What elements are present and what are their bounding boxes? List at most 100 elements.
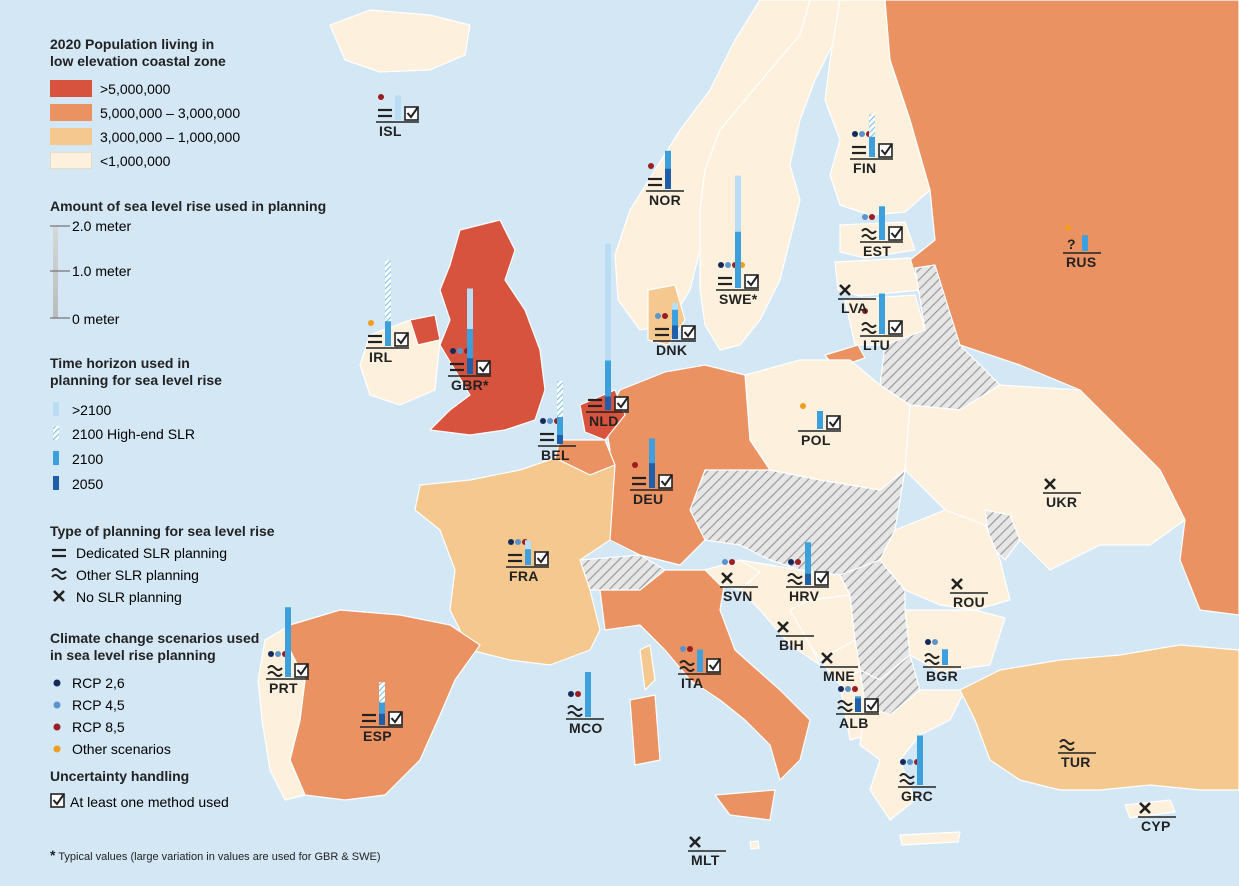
- wave-icon-line: [267, 671, 283, 677]
- bar-gt2100: [395, 95, 401, 120]
- legend-sc-rcp45: RCP 4,5: [72, 697, 125, 713]
- country-symbol-lva: [838, 284, 876, 300]
- legend-th-swatch-2050: [53, 476, 59, 490]
- checkmark-icon: [683, 325, 696, 338]
- country-label-mlt: MLT: [691, 852, 720, 868]
- wave-icon: [267, 665, 283, 671]
- country-grc: [859, 689, 966, 821]
- wave-icon-line: [837, 706, 853, 712]
- legend-swatch: [50, 128, 92, 145]
- country-label-cyp: CYP: [1141, 818, 1171, 834]
- wave-icon-line: [861, 234, 877, 240]
- scenario-dot: [862, 214, 868, 220]
- country-label-deu: DEU: [633, 491, 664, 507]
- checkmark-icon: [536, 551, 549, 564]
- country-symbol-fin: [850, 114, 893, 160]
- country-label-ukr: UKR: [1046, 494, 1078, 510]
- legend-sc-rcp26: RCP 2,6: [72, 675, 125, 691]
- scenario-dot: [900, 759, 906, 765]
- scenario-dot: [368, 320, 374, 326]
- scenario-dot: [718, 262, 724, 268]
- legend-swatch: [50, 80, 92, 97]
- bar-2100: [805, 542, 811, 585]
- legend-pt-none: No SLR planning: [76, 589, 182, 605]
- bar-2100-highend: [869, 114, 875, 157]
- legend-planning-type-title: Type of planning for sea level rise: [50, 523, 275, 539]
- legend-unc-item: At least one method used: [70, 794, 229, 810]
- bar-2100: [605, 360, 611, 410]
- country-symbol-swe: [716, 175, 759, 291]
- scenario-dot: [925, 639, 931, 645]
- legend-th-highend: 2100 High-end SLR: [72, 426, 195, 442]
- legend-population-title: 2020 Population living in low elevation …: [50, 36, 226, 69]
- country-lva: [834, 257, 921, 297]
- country-label-bgr: BGR: [926, 668, 959, 684]
- country-label-ita: ITA: [681, 675, 704, 691]
- bar-2050: [855, 698, 861, 712]
- scenario-dot: [725, 262, 731, 268]
- wave-icon-line: [787, 579, 803, 585]
- country-label-isl: ISL: [379, 123, 402, 139]
- scenario-dot: [515, 539, 521, 545]
- country-symbol-est: [860, 206, 903, 243]
- scenario-dot: [568, 691, 574, 697]
- country-label-hrv: HRV: [789, 588, 820, 604]
- wave-icon-line: [924, 659, 940, 665]
- bar-2100: [467, 329, 473, 374]
- scenario-dot: [575, 691, 581, 697]
- wave-icon-line: [679, 666, 695, 672]
- country-label-swe: SWE*: [719, 291, 758, 307]
- scenario-dot: [540, 418, 546, 424]
- cross-icon-line: [839, 284, 851, 296]
- legend-scenario-dot: [53, 745, 61, 753]
- country-label-bih: BIH: [779, 637, 805, 653]
- country-label-nld: NLD: [589, 413, 619, 429]
- scenario-dot: [795, 559, 801, 565]
- country-label-est: EST: [863, 243, 892, 259]
- legend-pop-label: 3,000,000 – 1,000,000: [100, 128, 241, 145]
- scenario-dot: [800, 403, 806, 409]
- checkmark-icon: [52, 793, 65, 806]
- country-symbol-bgr: [923, 639, 961, 668]
- scenario-dot: [788, 559, 794, 565]
- scenario-dot: [1065, 225, 1071, 231]
- country-symbol-pol: [798, 403, 841, 432]
- checkmark-icon: [616, 396, 629, 409]
- country-symbol-nld: [586, 243, 629, 413]
- country-symbol-ita: [678, 646, 721, 675]
- scenario-dot: [457, 348, 463, 354]
- legend-graphics: [50, 225, 70, 808]
- country-symbol-ltu: [860, 293, 903, 337]
- legend-time-horizon-title: Time horizon used in planning for sea le…: [50, 355, 222, 388]
- country-fra-corsica: [639, 644, 656, 691]
- legend-scenario-dot: [53, 723, 61, 731]
- country-label-pol: POL: [801, 432, 831, 448]
- scenario-dot: [378, 94, 384, 100]
- country-label-ltu: LTU: [863, 337, 891, 353]
- bar-gt2100: [605, 243, 611, 410]
- country-label-alb: ALB: [839, 715, 869, 731]
- country-symbols: ?: [266, 94, 1176, 852]
- scenario-dot: [722, 559, 728, 565]
- checkmark-icon: [390, 711, 403, 724]
- wave-icon: [899, 773, 915, 779]
- country-grc-crete: [899, 831, 961, 846]
- legend-th-swatch-2100: [53, 451, 59, 465]
- country-label-grc: GRC: [901, 788, 934, 804]
- checkmark-icon: [746, 274, 759, 287]
- country-ita-sardinia: [629, 694, 661, 766]
- legend-pop-item-2: 5,000,000 – 3,000,000: [50, 104, 240, 121]
- country-symbol-dnk: [653, 303, 696, 342]
- bar-2100: [1082, 235, 1088, 251]
- legend-scenario-dot: [53, 701, 61, 709]
- scenario-dot: [687, 646, 693, 652]
- scenario-dot: [932, 639, 938, 645]
- country-symbol-deu: [630, 438, 673, 491]
- country-symbol-bih: [776, 621, 814, 637]
- legend-sc-rcp85: RCP 8,5: [72, 719, 125, 735]
- legend-pt-dedicated: Dedicated SLR planning: [76, 545, 227, 561]
- bar-2100: [697, 649, 703, 672]
- country-gbr: [429, 219, 546, 436]
- country-symbol-cyp: [1138, 802, 1176, 818]
- checkmark-icon: [708, 658, 721, 671]
